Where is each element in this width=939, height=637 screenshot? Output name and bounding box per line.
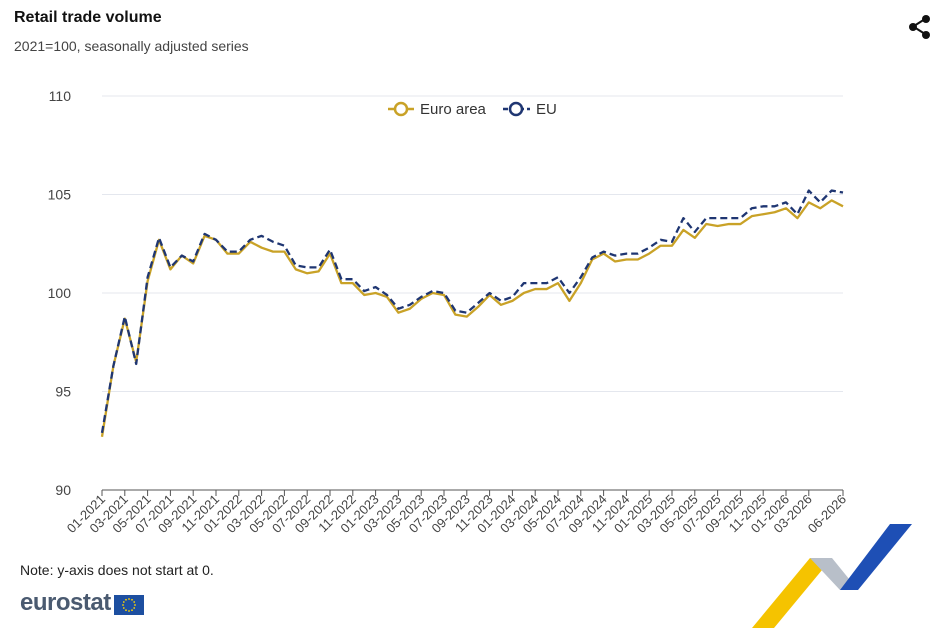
chart-note: Note: y-axis does not start at 0. xyxy=(20,562,214,578)
legend-item-eu[interactable]: EU xyxy=(503,101,557,118)
y-tick-label: 105 xyxy=(48,187,72,203)
brand-name: eurostat xyxy=(20,589,111,616)
decorative-arrow-graphic xyxy=(752,524,912,628)
eu-flag-icon xyxy=(113,594,144,615)
chart-subtitle: 2021=100, seasonally adjusted series xyxy=(14,38,249,54)
share-icon[interactable] xyxy=(906,13,934,41)
y-tick-label: 95 xyxy=(55,384,71,400)
series-line-euro-area xyxy=(100,199,844,437)
chart-title: Retail trade volume xyxy=(14,9,162,26)
y-tick-label: 100 xyxy=(48,285,72,301)
y-tick-label: 90 xyxy=(55,482,71,498)
series-line-eu xyxy=(100,189,844,434)
legend-label-eu: EU xyxy=(536,101,557,118)
legend-item-euro-area[interactable]: Euro area xyxy=(388,101,487,118)
legend: Euro area EU xyxy=(388,101,557,118)
series-lines xyxy=(100,189,844,437)
grid-lines xyxy=(102,95,843,392)
y-axis-ticks: 90 95 100 105 110 xyxy=(48,88,72,498)
y-tick-label: 110 xyxy=(49,88,72,104)
eurostat-logo[interactable]: eurostat xyxy=(20,589,144,617)
line-chart: 90 95 100 105 110 01-202103-202105-202107-20… xyxy=(48,88,849,536)
x-axis: 01-202103-202105-202107-202109-202111-20… xyxy=(64,489,849,536)
legend-label-euro-area: Euro area xyxy=(420,101,487,118)
